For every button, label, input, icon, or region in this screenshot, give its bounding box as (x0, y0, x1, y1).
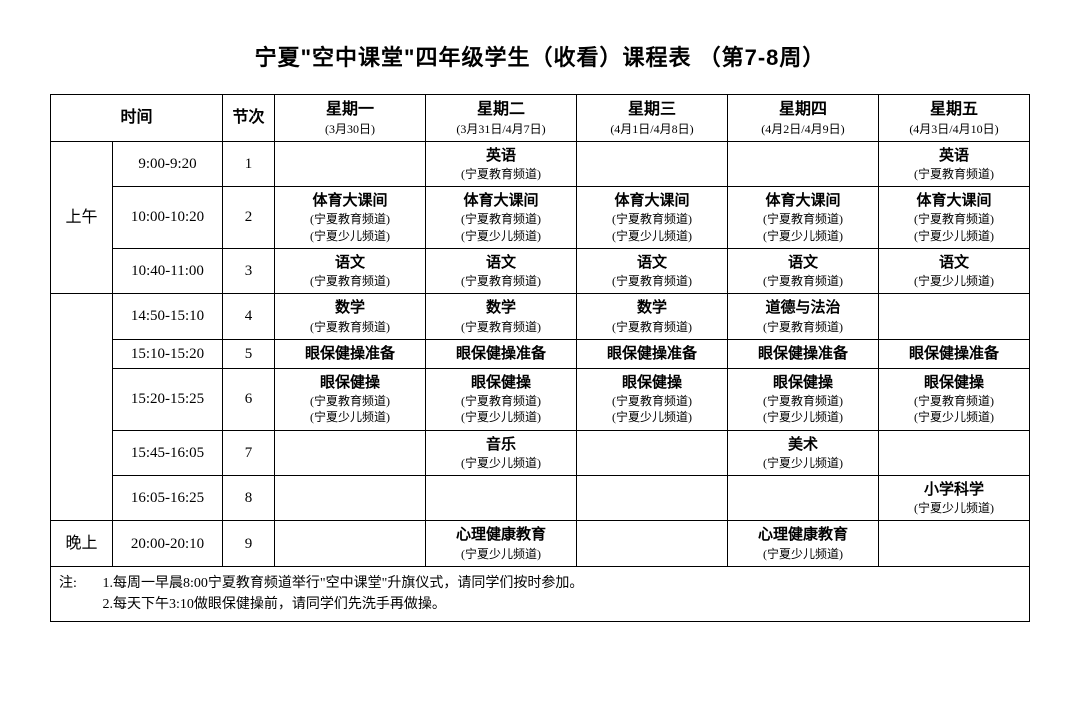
course-cell: 英语(宁夏教育频道) (878, 141, 1029, 186)
time-cell: 15:45-16:05 (113, 430, 223, 475)
notes-line: 1.每周一早晨8:00宁夏教育频道举行"空中课堂"升旗仪式，请同学们按时参加。 (103, 576, 584, 591)
course-cell: 体育大课间(宁夏教育频道)(宁夏少儿频道) (576, 187, 727, 249)
header-time: 时间 (51, 95, 223, 142)
time-cell: 10:40-11:00 (113, 248, 223, 293)
course-cell: 眼保健操(宁夏教育频道)(宁夏少儿频道) (727, 368, 878, 430)
course-cell (576, 141, 727, 186)
course-cell: 数学(宁夏教育频道) (576, 294, 727, 339)
session-evening: 晚上 (51, 521, 113, 566)
time-cell: 16:05-16:25 (113, 476, 223, 521)
course-cell: 眼保健操(宁夏教育频道)(宁夏少儿频道) (426, 368, 577, 430)
course-cell (727, 141, 878, 186)
course-cell: 心理健康教育(宁夏少儿频道) (426, 521, 577, 566)
time-cell: 15:10-15:20 (113, 339, 223, 368)
time-cell: 14:50-15:10 (113, 294, 223, 339)
course-cell: 眼保健操准备 (878, 339, 1029, 368)
schedule-table: 时间 节次 星期一 (3月30日) 星期二 (3月31日/4月7日) 星期三 (… (50, 94, 1030, 622)
time-cell: 20:00-20:10 (113, 521, 223, 566)
table-row: 上午 9:00-9:20 1 英语(宁夏教育频道) 英语(宁夏教育频道) (51, 141, 1030, 186)
course-cell: 体育大课间(宁夏教育频道)(宁夏少儿频道) (727, 187, 878, 249)
period-cell: 1 (223, 141, 275, 186)
header-day-4: 星期四 (4月2日/4月9日) (727, 95, 878, 142)
course-cell: 语文(宁夏教育频道) (275, 248, 426, 293)
table-row: 晚上 20:00-20:10 9 心理健康教育(宁夏少儿频道) 心理健康教育(宁… (51, 521, 1030, 566)
notes-body: 1.每周一早晨8:00宁夏教育频道举行"空中课堂"升旗仪式，请同学们按时参加。 … (103, 573, 584, 615)
table-row: 14:50-15:10 4 数学(宁夏教育频道) 数学(宁夏教育频道) 数学(宁… (51, 294, 1030, 339)
time-cell: 15:20-15:25 (113, 368, 223, 430)
header-day-3: 星期三 (4月1日/4月8日) (576, 95, 727, 142)
course-cell (576, 521, 727, 566)
period-cell: 2 (223, 187, 275, 249)
period-cell: 3 (223, 248, 275, 293)
course-cell: 眼保健操准备 (275, 339, 426, 368)
table-row: 15:45-16:05 7 音乐(宁夏少儿频道) 美术(宁夏少儿频道) (51, 430, 1030, 475)
header-period: 节次 (223, 95, 275, 142)
notes-line: 2.每天下午3:10做眼保健操前，请同学们先洗手再做操。 (103, 597, 446, 612)
course-cell: 语文(宁夏教育频道) (576, 248, 727, 293)
table-row: 10:40-11:00 3 语文(宁夏教育频道) 语文(宁夏教育频道) 语文(宁… (51, 248, 1030, 293)
table-row: 15:20-15:25 6 眼保健操(宁夏教育频道)(宁夏少儿频道) 眼保健操(… (51, 368, 1030, 430)
course-cell: 眼保健操准备 (426, 339, 577, 368)
course-cell (878, 521, 1029, 566)
period-cell: 9 (223, 521, 275, 566)
time-cell: 9:00-9:20 (113, 141, 223, 186)
course-cell: 数学(宁夏教育频道) (426, 294, 577, 339)
course-cell (576, 430, 727, 475)
header-row: 时间 节次 星期一 (3月30日) 星期二 (3月31日/4月7日) 星期三 (… (51, 95, 1030, 142)
course-cell: 道德与法治(宁夏教育频道) (727, 294, 878, 339)
course-cell: 体育大课间(宁夏教育频道)(宁夏少儿频道) (426, 187, 577, 249)
session-morning: 上午 (51, 141, 113, 294)
table-row: 10:00-10:20 2 体育大课间(宁夏教育频道)(宁夏少儿频道) 体育大课… (51, 187, 1030, 249)
table-row: 15:10-15:20 5 眼保健操准备 眼保健操准备 眼保健操准备 眼保健操准… (51, 339, 1030, 368)
course-cell: 小学科学(宁夏少儿频道) (878, 476, 1029, 521)
table-row: 16:05-16:25 8 小学科学(宁夏少儿频道) (51, 476, 1030, 521)
course-cell: 语文(宁夏教育频道) (426, 248, 577, 293)
course-cell (275, 476, 426, 521)
page-title: 宁夏"空中课堂"四年级学生（收看）课程表 （第7-8周） (50, 40, 1030, 72)
course-cell (878, 430, 1029, 475)
period-cell: 4 (223, 294, 275, 339)
course-cell: 美术(宁夏少儿频道) (727, 430, 878, 475)
period-cell: 6 (223, 368, 275, 430)
notes-label: 注: (59, 573, 99, 594)
course-cell: 眼保健操准备 (727, 339, 878, 368)
course-cell: 心理健康教育(宁夏少儿频道) (727, 521, 878, 566)
header-day-2: 星期二 (3月31日/4月7日) (426, 95, 577, 142)
course-cell: 音乐(宁夏少儿频道) (426, 430, 577, 475)
notes-cell: 注: 1.每周一早晨8:00宁夏教育频道举行"空中课堂"升旗仪式，请同学们按时参… (51, 566, 1030, 621)
course-cell (576, 476, 727, 521)
period-cell: 7 (223, 430, 275, 475)
course-cell: 眼保健操(宁夏教育频道)(宁夏少儿频道) (576, 368, 727, 430)
time-cell: 10:00-10:20 (113, 187, 223, 249)
session-afternoon (51, 294, 113, 521)
course-cell (275, 141, 426, 186)
course-cell: 数学(宁夏教育频道) (275, 294, 426, 339)
course-cell: 英语(宁夏教育频道) (426, 141, 577, 186)
header-day-5: 星期五 (4月3日/4月10日) (878, 95, 1029, 142)
period-cell: 8 (223, 476, 275, 521)
course-cell: 体育大课间(宁夏教育频道)(宁夏少儿频道) (878, 187, 1029, 249)
course-cell (727, 476, 878, 521)
course-cell (426, 476, 577, 521)
header-day-1: 星期一 (3月30日) (275, 95, 426, 142)
notes-row: 注: 1.每周一早晨8:00宁夏教育频道举行"空中课堂"升旗仪式，请同学们按时参… (51, 566, 1030, 621)
course-cell: 语文(宁夏教育频道) (727, 248, 878, 293)
course-cell: 体育大课间(宁夏教育频道)(宁夏少儿频道) (275, 187, 426, 249)
course-cell: 语文(宁夏少儿频道) (878, 248, 1029, 293)
period-cell: 5 (223, 339, 275, 368)
course-cell (275, 521, 426, 566)
course-cell: 眼保健操(宁夏教育频道)(宁夏少儿频道) (878, 368, 1029, 430)
course-cell: 眼保健操准备 (576, 339, 727, 368)
course-cell (275, 430, 426, 475)
course-cell (878, 294, 1029, 339)
course-cell: 眼保健操(宁夏教育频道)(宁夏少儿频道) (275, 368, 426, 430)
